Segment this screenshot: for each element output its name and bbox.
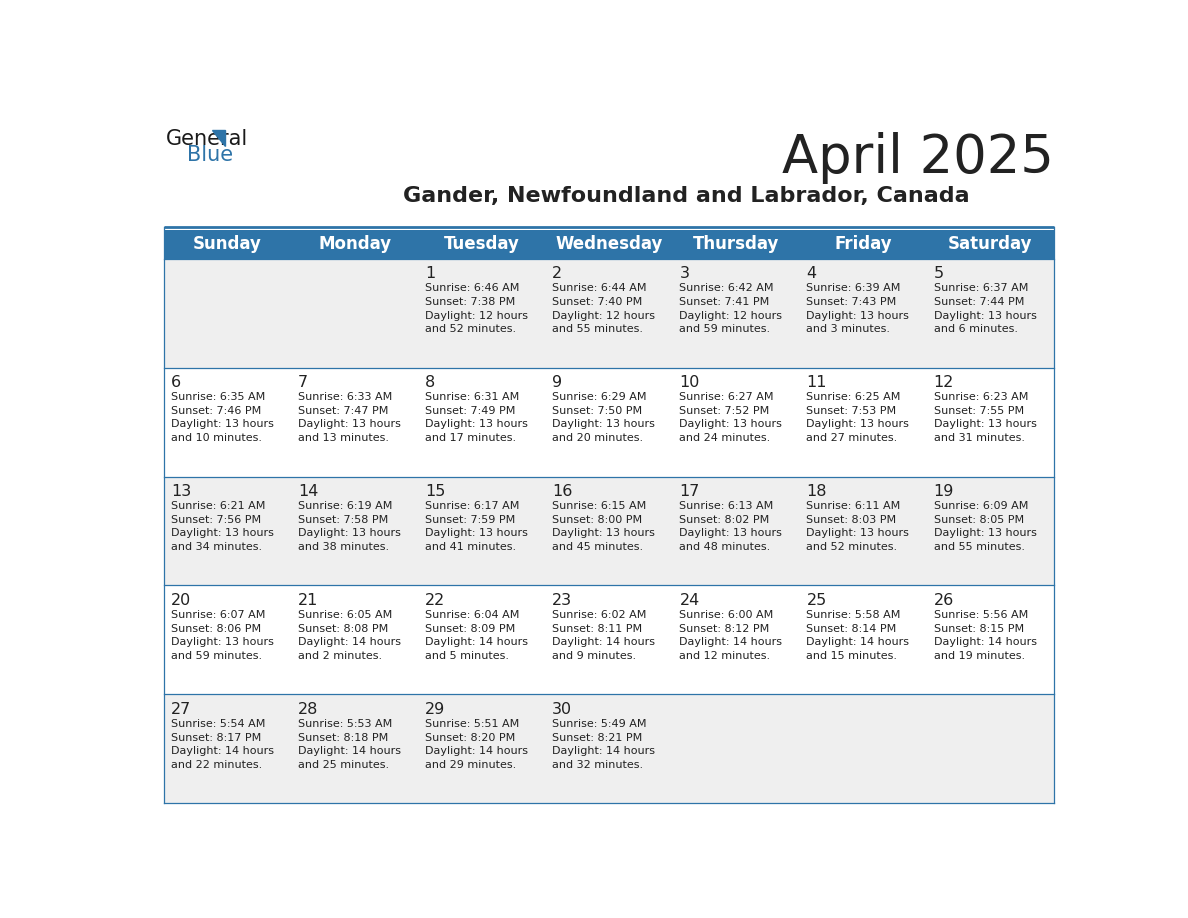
Text: Sunrise: 6:02 AM
Sunset: 8:11 PM
Daylight: 14 hours
and 9 minutes.: Sunrise: 6:02 AM Sunset: 8:11 PM Dayligh…	[552, 610, 656, 661]
Text: 1: 1	[425, 266, 436, 282]
Bar	[164, 476, 1054, 586]
Text: 9: 9	[552, 375, 562, 390]
Text: April 2025: April 2025	[782, 131, 1054, 184]
Text: 8: 8	[425, 375, 436, 390]
Text: Blue: Blue	[188, 145, 233, 165]
Text: General: General	[165, 129, 248, 150]
Text: 3: 3	[680, 266, 689, 282]
Text: Gander, Newfoundland and Labrador, Canada: Gander, Newfoundland and Labrador, Canad…	[403, 185, 969, 206]
Text: 27: 27	[171, 702, 191, 717]
Text: 2: 2	[552, 266, 562, 282]
Text: Wednesday: Wednesday	[555, 235, 663, 253]
Bar	[164, 586, 1054, 694]
Text: 7: 7	[298, 375, 308, 390]
Text: Sunrise: 6:37 AM
Sunset: 7:44 PM
Daylight: 13 hours
and 6 minutes.: Sunrise: 6:37 AM Sunset: 7:44 PM Dayligh…	[934, 284, 1036, 334]
Text: Sunrise: 6:44 AM
Sunset: 7:40 PM
Daylight: 12 hours
and 55 minutes.: Sunrise: 6:44 AM Sunset: 7:40 PM Dayligh…	[552, 284, 656, 334]
Text: 14: 14	[298, 484, 318, 499]
Text: Sunrise: 6:29 AM
Sunset: 7:50 PM
Daylight: 13 hours
and 20 minutes.: Sunrise: 6:29 AM Sunset: 7:50 PM Dayligh…	[552, 392, 655, 443]
Text: 4: 4	[807, 266, 816, 282]
Text: 30: 30	[552, 702, 573, 717]
Text: 21: 21	[298, 593, 318, 608]
Text: Sunrise: 6:19 AM
Sunset: 7:58 PM
Daylight: 13 hours
and 38 minutes.: Sunrise: 6:19 AM Sunset: 7:58 PM Dayligh…	[298, 501, 402, 552]
Text: Sunrise: 6:46 AM
Sunset: 7:38 PM
Daylight: 12 hours
and 52 minutes.: Sunrise: 6:46 AM Sunset: 7:38 PM Dayligh…	[425, 284, 529, 334]
Text: 6: 6	[171, 375, 181, 390]
Text: 24: 24	[680, 593, 700, 608]
Text: 13: 13	[171, 484, 191, 499]
Text: Sunrise: 6:04 AM
Sunset: 8:09 PM
Daylight: 14 hours
and 5 minutes.: Sunrise: 6:04 AM Sunset: 8:09 PM Dayligh…	[425, 610, 529, 661]
Text: Sunrise: 6:25 AM
Sunset: 7:53 PM
Daylight: 13 hours
and 27 minutes.: Sunrise: 6:25 AM Sunset: 7:53 PM Dayligh…	[807, 392, 909, 443]
Text: 12: 12	[934, 375, 954, 390]
Text: Sunrise: 5:58 AM
Sunset: 8:14 PM
Daylight: 14 hours
and 15 minutes.: Sunrise: 5:58 AM Sunset: 8:14 PM Dayligh…	[807, 610, 910, 661]
Text: 28: 28	[298, 702, 318, 717]
Text: 25: 25	[807, 593, 827, 608]
Text: Sunrise: 6:33 AM
Sunset: 7:47 PM
Daylight: 13 hours
and 13 minutes.: Sunrise: 6:33 AM Sunset: 7:47 PM Dayligh…	[298, 392, 402, 443]
Bar	[164, 230, 1054, 259]
Text: Sunrise: 5:49 AM
Sunset: 8:21 PM
Daylight: 14 hours
and 32 minutes.: Sunrise: 5:49 AM Sunset: 8:21 PM Dayligh…	[552, 719, 656, 769]
Text: Monday: Monday	[318, 235, 391, 253]
Text: 18: 18	[807, 484, 827, 499]
Text: 5: 5	[934, 266, 943, 282]
Text: Sunrise: 6:11 AM
Sunset: 8:03 PM
Daylight: 13 hours
and 52 minutes.: Sunrise: 6:11 AM Sunset: 8:03 PM Dayligh…	[807, 501, 909, 552]
Text: Sunrise: 6:21 AM
Sunset: 7:56 PM
Daylight: 13 hours
and 34 minutes.: Sunrise: 6:21 AM Sunset: 7:56 PM Dayligh…	[171, 501, 274, 552]
Text: Sunrise: 6:07 AM
Sunset: 8:06 PM
Daylight: 13 hours
and 59 minutes.: Sunrise: 6:07 AM Sunset: 8:06 PM Dayligh…	[171, 610, 274, 661]
Text: 15: 15	[425, 484, 446, 499]
Text: Sunrise: 6:42 AM
Sunset: 7:41 PM
Daylight: 12 hours
and 59 minutes.: Sunrise: 6:42 AM Sunset: 7:41 PM Dayligh…	[680, 284, 783, 334]
Text: Sunrise: 5:56 AM
Sunset: 8:15 PM
Daylight: 14 hours
and 19 minutes.: Sunrise: 5:56 AM Sunset: 8:15 PM Dayligh…	[934, 610, 1037, 661]
Bar	[164, 367, 1054, 476]
Text: Sunrise: 6:27 AM
Sunset: 7:52 PM
Daylight: 13 hours
and 24 minutes.: Sunrise: 6:27 AM Sunset: 7:52 PM Dayligh…	[680, 392, 782, 443]
Text: Tuesday: Tuesday	[444, 235, 519, 253]
Text: 17: 17	[680, 484, 700, 499]
Text: 23: 23	[552, 593, 573, 608]
Text: Saturday: Saturday	[948, 235, 1032, 253]
Text: 22: 22	[425, 593, 446, 608]
Text: Friday: Friday	[834, 235, 892, 253]
Polygon shape	[211, 130, 225, 146]
Text: Sunrise: 6:00 AM
Sunset: 8:12 PM
Daylight: 14 hours
and 12 minutes.: Sunrise: 6:00 AM Sunset: 8:12 PM Dayligh…	[680, 610, 783, 661]
Text: 29: 29	[425, 702, 446, 717]
Text: 10: 10	[680, 375, 700, 390]
Text: Sunrise: 6:31 AM
Sunset: 7:49 PM
Daylight: 13 hours
and 17 minutes.: Sunrise: 6:31 AM Sunset: 7:49 PM Dayligh…	[425, 392, 527, 443]
Text: Sunrise: 6:15 AM
Sunset: 8:00 PM
Daylight: 13 hours
and 45 minutes.: Sunrise: 6:15 AM Sunset: 8:00 PM Dayligh…	[552, 501, 655, 552]
Text: Sunrise: 6:13 AM
Sunset: 8:02 PM
Daylight: 13 hours
and 48 minutes.: Sunrise: 6:13 AM Sunset: 8:02 PM Dayligh…	[680, 501, 782, 552]
Text: Sunrise: 5:54 AM
Sunset: 8:17 PM
Daylight: 14 hours
and 22 minutes.: Sunrise: 5:54 AM Sunset: 8:17 PM Dayligh…	[171, 719, 274, 769]
Bar	[164, 259, 1054, 367]
Text: Sunrise: 6:23 AM
Sunset: 7:55 PM
Daylight: 13 hours
and 31 minutes.: Sunrise: 6:23 AM Sunset: 7:55 PM Dayligh…	[934, 392, 1036, 443]
Text: 16: 16	[552, 484, 573, 499]
Text: 19: 19	[934, 484, 954, 499]
Text: Sunday: Sunday	[194, 235, 263, 253]
Text: Sunrise: 6:17 AM
Sunset: 7:59 PM
Daylight: 13 hours
and 41 minutes.: Sunrise: 6:17 AM Sunset: 7:59 PM Dayligh…	[425, 501, 527, 552]
Text: 11: 11	[807, 375, 827, 390]
Text: Sunrise: 5:51 AM
Sunset: 8:20 PM
Daylight: 14 hours
and 29 minutes.: Sunrise: 5:51 AM Sunset: 8:20 PM Dayligh…	[425, 719, 529, 769]
Text: 26: 26	[934, 593, 954, 608]
Text: Sunrise: 6:09 AM
Sunset: 8:05 PM
Daylight: 13 hours
and 55 minutes.: Sunrise: 6:09 AM Sunset: 8:05 PM Dayligh…	[934, 501, 1036, 552]
Bar	[164, 694, 1054, 803]
Text: Sunrise: 6:35 AM
Sunset: 7:46 PM
Daylight: 13 hours
and 10 minutes.: Sunrise: 6:35 AM Sunset: 7:46 PM Dayligh…	[171, 392, 274, 443]
Text: 20: 20	[171, 593, 191, 608]
Text: Sunrise: 6:39 AM
Sunset: 7:43 PM
Daylight: 13 hours
and 3 minutes.: Sunrise: 6:39 AM Sunset: 7:43 PM Dayligh…	[807, 284, 909, 334]
Text: Thursday: Thursday	[693, 235, 779, 253]
Text: Sunrise: 6:05 AM
Sunset: 8:08 PM
Daylight: 14 hours
and 2 minutes.: Sunrise: 6:05 AM Sunset: 8:08 PM Dayligh…	[298, 610, 402, 661]
Text: Sunrise: 5:53 AM
Sunset: 8:18 PM
Daylight: 14 hours
and 25 minutes.: Sunrise: 5:53 AM Sunset: 8:18 PM Dayligh…	[298, 719, 402, 769]
